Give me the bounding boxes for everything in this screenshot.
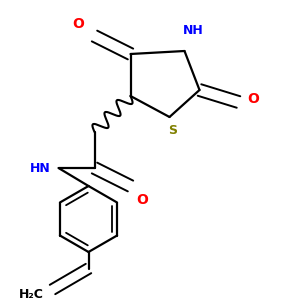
Text: O: O — [248, 92, 260, 106]
Text: HN: HN — [30, 161, 51, 175]
Text: S: S — [168, 124, 177, 137]
Text: H₂C: H₂C — [19, 287, 44, 300]
Text: NH: NH — [183, 25, 204, 38]
Text: O: O — [72, 17, 84, 32]
Text: O: O — [136, 194, 148, 208]
